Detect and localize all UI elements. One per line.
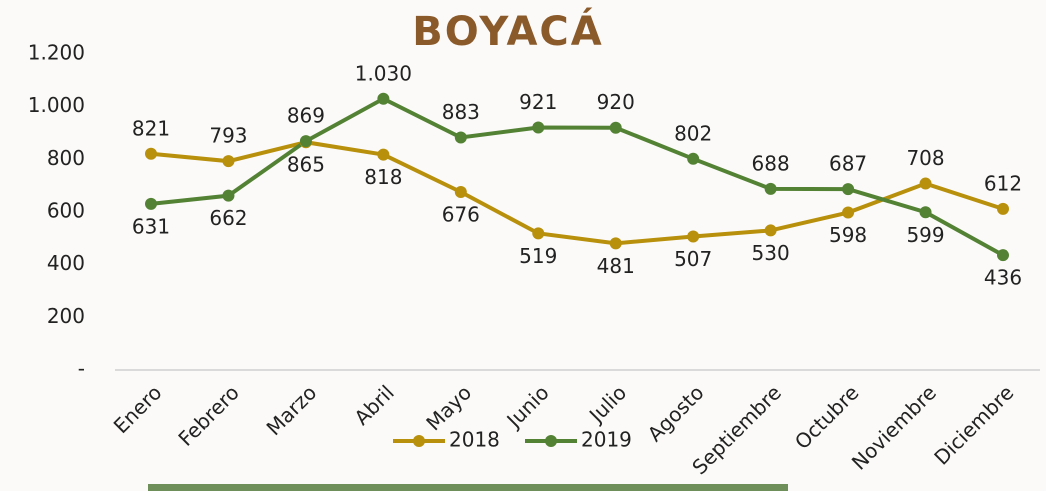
data-point xyxy=(145,147,157,160)
y-tick-label: 1.200 xyxy=(28,41,85,65)
data-point xyxy=(222,189,235,202)
data-label: 481 xyxy=(597,254,635,278)
y-tick-label: 1.000 xyxy=(28,93,85,117)
data-point xyxy=(299,135,312,148)
data-label: 688 xyxy=(752,151,790,175)
data-point xyxy=(145,197,157,210)
data-label: 631 xyxy=(132,214,170,238)
data-label: 687 xyxy=(829,152,867,176)
data-point xyxy=(454,131,467,144)
legend-label: 2019 xyxy=(581,428,632,452)
data-label: 676 xyxy=(442,202,480,226)
y-tick-label: 600 xyxy=(47,199,85,223)
data-point xyxy=(687,230,700,243)
data-point xyxy=(532,227,545,240)
y-tick-label: 800 xyxy=(47,146,85,170)
data-point xyxy=(609,237,622,250)
data-label: 793 xyxy=(209,124,247,148)
data-point xyxy=(532,121,545,134)
data-label: 599 xyxy=(906,223,944,247)
data-label: 821 xyxy=(132,116,170,140)
data-label: 920 xyxy=(597,90,635,114)
legend-label: 2018 xyxy=(449,428,500,452)
series-line xyxy=(150,140,1004,246)
data-label: 612 xyxy=(984,171,1022,195)
data-label: 598 xyxy=(829,223,867,247)
data-label: 865 xyxy=(287,153,325,177)
series-line xyxy=(150,96,1004,257)
data-label: 921 xyxy=(519,90,557,114)
data-label: 436 xyxy=(984,266,1022,290)
data-point xyxy=(377,92,390,105)
legend-marker xyxy=(545,435,557,447)
data-label: 1.030 xyxy=(355,61,412,85)
data-label: 802 xyxy=(674,121,712,145)
data-label: 708 xyxy=(906,146,944,170)
y-tick-label: - xyxy=(78,357,85,381)
data-label: 530 xyxy=(752,241,790,265)
data-point xyxy=(454,185,467,198)
data-label: 883 xyxy=(442,100,480,124)
y-tick-label: 400 xyxy=(47,251,85,275)
data-point xyxy=(222,155,235,168)
data-label: 818 xyxy=(364,165,402,189)
data-point xyxy=(687,152,700,165)
data-point xyxy=(919,206,932,219)
data-label: 507 xyxy=(674,247,712,271)
data-point xyxy=(997,202,1009,215)
chart-title: BOYACÁ xyxy=(412,7,603,55)
data-label: 869 xyxy=(287,104,325,128)
data-point xyxy=(377,148,390,161)
data-point xyxy=(997,249,1009,262)
data-label: 519 xyxy=(519,244,557,268)
legend-marker xyxy=(413,435,425,447)
data-point xyxy=(764,182,777,195)
data-point xyxy=(919,177,932,190)
data-point xyxy=(842,206,855,219)
data-point xyxy=(609,121,622,134)
data-point xyxy=(764,224,777,237)
footer-bar xyxy=(148,484,788,491)
data-label: 662 xyxy=(209,206,247,230)
data-point xyxy=(842,183,855,196)
y-tick-label: 200 xyxy=(47,304,85,328)
